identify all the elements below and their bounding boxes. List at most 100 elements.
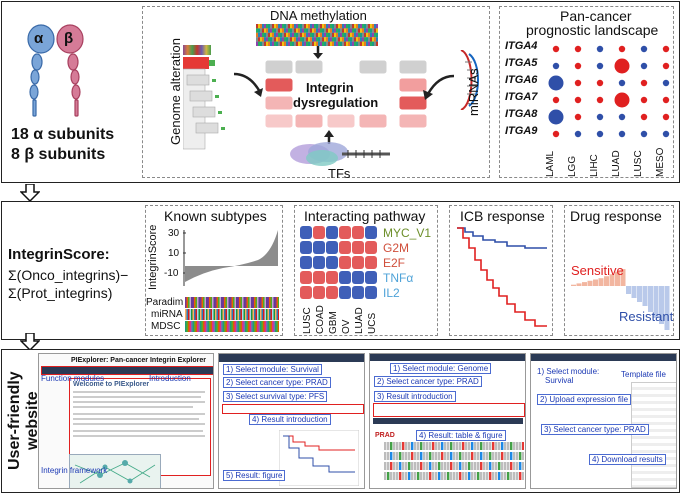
home-page-heading: Welcome to PIExplorer xyxy=(73,381,150,388)
drug-bar-sensitive xyxy=(604,276,609,286)
drug-bar-sensitive xyxy=(609,274,615,286)
landscape-dot xyxy=(618,45,626,53)
drug-bar-sensitive xyxy=(598,278,604,286)
landscape-dot xyxy=(618,130,626,138)
drug-bar-sensitive xyxy=(571,284,576,286)
template-table xyxy=(631,382,676,488)
tfs-label: TFs xyxy=(328,166,351,181)
genome-oncoprint xyxy=(384,442,524,480)
landscape-dot xyxy=(662,96,670,104)
landscape-dot xyxy=(574,79,582,87)
subtype-row-label: Paradim xyxy=(146,297,184,308)
integrin-dysregulation-grid xyxy=(264,60,428,129)
center-label-integrin: Integrin xyxy=(306,80,354,95)
drug-bar-sensitive xyxy=(576,283,582,286)
genome-step-3: 3) Result introduction xyxy=(374,391,456,402)
cancer-label: LUAD xyxy=(611,150,622,177)
tf-protein-illustration xyxy=(290,142,390,166)
landscape-dot xyxy=(662,113,670,121)
survival-navbar[interactable] xyxy=(219,354,364,362)
drug-bar-resistant xyxy=(653,286,659,318)
pathway-cell xyxy=(365,241,377,254)
pathway-cancer-label: UCS xyxy=(367,312,378,334)
drug-bar-resistant xyxy=(637,286,642,302)
pathway-cell xyxy=(352,256,364,269)
pathway-cancer-label: LUAD xyxy=(354,307,365,334)
home-navbar[interactable] xyxy=(41,366,213,375)
pathway-cell xyxy=(352,286,364,299)
pathway-cell xyxy=(313,256,325,269)
genome-navbar[interactable] xyxy=(370,354,525,361)
pathway-cell xyxy=(352,226,364,239)
cancer-label: LAML xyxy=(545,150,556,177)
website-label-line1: User-friendly xyxy=(6,371,23,470)
center-label-dysregulation: dysregulation xyxy=(293,95,379,110)
landscape-dot xyxy=(596,113,604,121)
pathway-label-myc: MYC_V1 xyxy=(383,226,432,240)
genome-step-2: 2) Select cancer type: PRAD xyxy=(374,376,482,387)
pathway-cell xyxy=(352,271,364,284)
landscape-dotplot xyxy=(548,45,670,138)
survival-result-plot xyxy=(279,430,359,486)
landscape-gene-labels: ITGA4 ITGA5 ITGA6 ITGA7 ITGA8 ITGA9 xyxy=(505,40,545,142)
integrin-framework-figure xyxy=(69,454,161,488)
pathway-labels: MYC_V1 G2M E2F TNFα IL2 xyxy=(383,226,431,301)
upload-step-1a: 1) Select module: xyxy=(537,367,600,376)
icb-survival-curves xyxy=(457,227,547,327)
pathway-cell xyxy=(300,226,312,239)
genome-step-4: 4) Result: table & figure xyxy=(416,430,506,441)
survival-step-3: 3) Select survival type: PFS xyxy=(223,391,328,402)
alpha-subunit-count: 18 α subunits xyxy=(11,126,115,143)
known-subtypes-title: Known subtypes xyxy=(164,208,267,224)
screenshot-survival: 1) Select module: Survival 2) Select can… xyxy=(218,353,365,489)
cancer-label: MESO xyxy=(655,147,666,177)
mirna-hairpin-illustration xyxy=(460,50,479,110)
upload-step-4: 4) Download results xyxy=(589,454,666,465)
resistant-label: Resistant xyxy=(619,309,674,324)
methylation-down-arrow xyxy=(313,46,323,59)
integrin-score-waterfall xyxy=(183,230,278,286)
pathway-cell xyxy=(339,226,351,239)
genome-alteration-label: Genome alteration xyxy=(168,38,183,145)
landscape-dot xyxy=(596,96,604,104)
pathway-cell xyxy=(326,286,338,299)
pathway-cancer-label: OV xyxy=(341,319,352,334)
drug-bar-resistant xyxy=(642,286,648,306)
ytick: -10 xyxy=(164,268,179,279)
drug-response-waterfall xyxy=(571,269,670,330)
landscape-dot xyxy=(596,79,604,87)
dysregulation-box xyxy=(142,6,490,178)
integrin-framework-callout: Integrin framework xyxy=(41,466,108,475)
icb-response-title: ICB response xyxy=(460,208,545,224)
dna-methylation-heatmap xyxy=(256,24,378,46)
pathway-cell xyxy=(365,256,377,269)
gene-label: ITGA5 xyxy=(505,57,538,69)
landscape-dot xyxy=(662,62,670,70)
pathway-cell xyxy=(365,271,377,284)
subtype-row-label: MDSC xyxy=(151,321,181,332)
pathway-cell xyxy=(300,256,312,269)
drug-response-title: Drug response xyxy=(570,208,662,224)
known-subtypes-box xyxy=(145,205,283,336)
pathway-cancer-label: COAD xyxy=(315,305,326,334)
sensitive-label: Sensitive xyxy=(571,263,624,278)
drug-bar-resistant xyxy=(648,286,653,312)
genome-step-1: 1) Select module: Genome xyxy=(390,363,492,374)
upload-navbar[interactable] xyxy=(531,354,676,361)
pathway-label-tnfa: TNFα xyxy=(383,271,414,285)
pathway-cell xyxy=(326,241,338,254)
screenshot-home: PIExplorer: Pan-cancer Integrin Explorer… xyxy=(38,353,214,489)
integrin-score-formula-1: Σ(Onco_integrins)− xyxy=(8,267,129,283)
subtype-annotation-tracks xyxy=(185,297,279,332)
drug-bar-resistant xyxy=(659,286,664,324)
subtype-row-label: miRNA xyxy=(151,309,183,320)
drug-bar-sensitive xyxy=(620,269,626,286)
drug-bar-sensitive xyxy=(593,279,598,286)
gene-label: ITGA8 xyxy=(505,108,538,120)
pathway-cell xyxy=(313,241,325,254)
landscape-dot xyxy=(574,130,582,138)
landscape-dot xyxy=(640,79,648,87)
upload-template-file[interactable]: Template file xyxy=(621,370,666,379)
integrin-score-title: IntegrinScore: xyxy=(8,246,110,263)
screenshot-upload: 1) Select module: Survival Template file… xyxy=(530,353,677,489)
